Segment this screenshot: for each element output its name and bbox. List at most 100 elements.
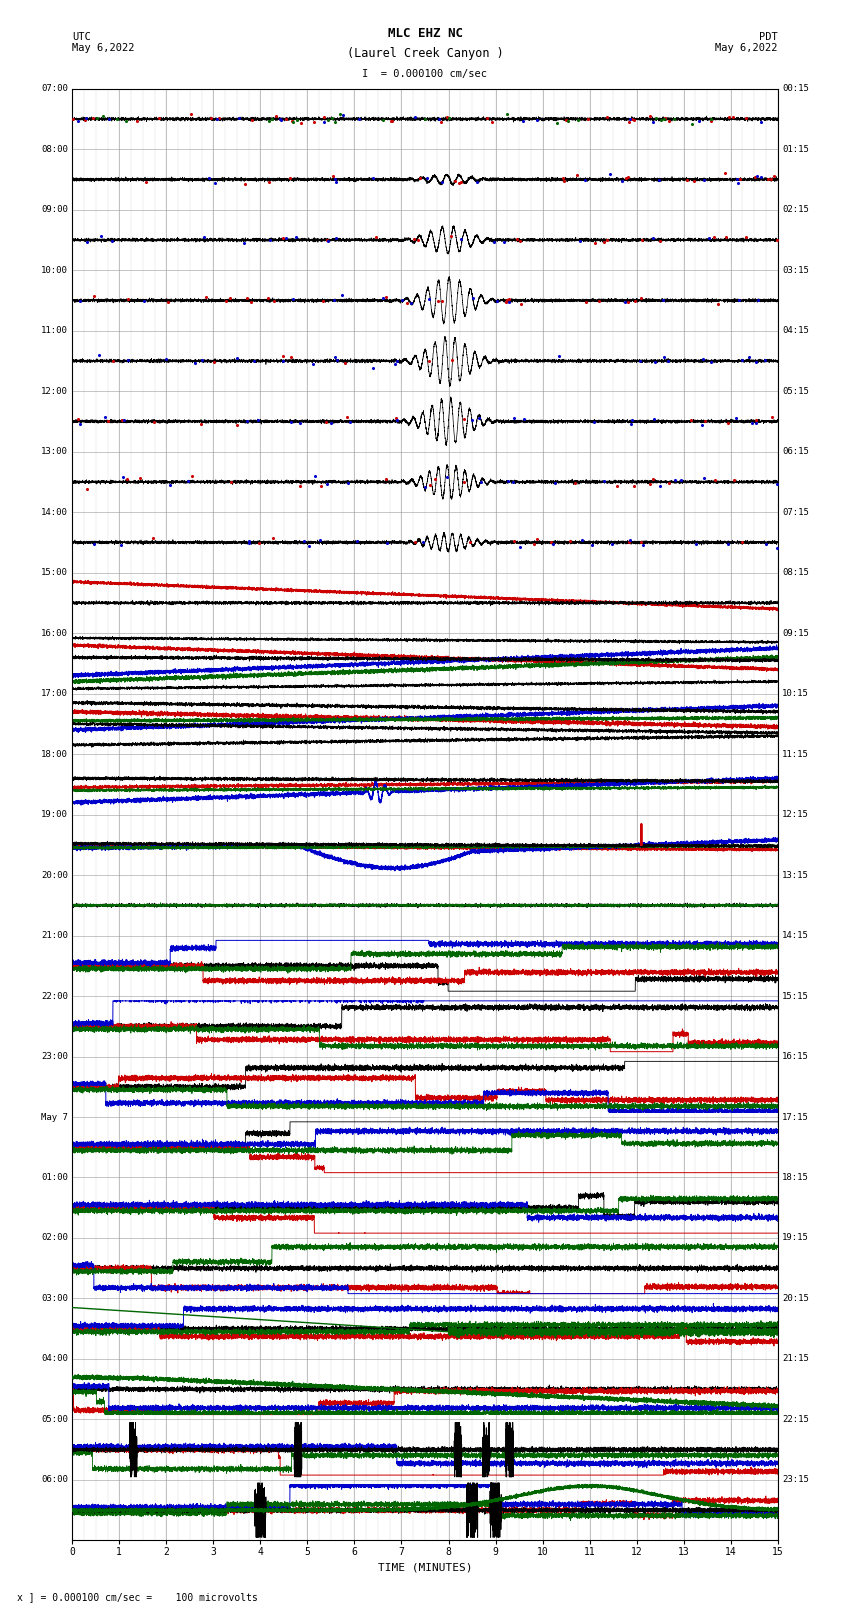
Point bbox=[527, 532, 541, 558]
Point bbox=[621, 165, 635, 190]
Point bbox=[328, 110, 342, 135]
Point bbox=[740, 224, 753, 250]
Point bbox=[385, 108, 399, 134]
Point bbox=[87, 284, 100, 310]
Point bbox=[600, 227, 614, 253]
Point bbox=[81, 229, 94, 255]
Point bbox=[66, 106, 80, 132]
Point bbox=[726, 103, 740, 129]
Point bbox=[251, 408, 264, 434]
Text: 12:15: 12:15 bbox=[782, 810, 809, 819]
Text: MLC EHZ NC: MLC EHZ NC bbox=[388, 27, 462, 40]
Point bbox=[319, 410, 332, 436]
Text: 02:15: 02:15 bbox=[782, 205, 809, 215]
Point bbox=[711, 292, 725, 318]
Point bbox=[661, 348, 675, 374]
Point bbox=[646, 226, 660, 252]
Point bbox=[289, 224, 303, 250]
Point bbox=[317, 108, 331, 134]
Point bbox=[302, 534, 315, 560]
Point bbox=[195, 347, 208, 373]
Text: 01:15: 01:15 bbox=[782, 145, 809, 153]
Point bbox=[223, 286, 236, 311]
Point bbox=[422, 348, 435, 374]
Text: 20:00: 20:00 bbox=[41, 871, 68, 879]
Point bbox=[621, 289, 635, 315]
Point bbox=[279, 106, 292, 132]
Point bbox=[697, 466, 711, 492]
Point bbox=[735, 529, 749, 555]
Text: 23:00: 23:00 bbox=[41, 1052, 68, 1061]
Text: 03:15: 03:15 bbox=[782, 266, 809, 274]
Point bbox=[627, 106, 641, 132]
Point bbox=[269, 103, 283, 129]
Point bbox=[622, 110, 636, 135]
Point bbox=[598, 229, 611, 255]
Point bbox=[454, 226, 468, 252]
Point bbox=[336, 282, 349, 308]
Point bbox=[444, 223, 457, 248]
Point bbox=[587, 410, 601, 436]
Point bbox=[88, 531, 101, 556]
Point bbox=[246, 348, 260, 374]
Point bbox=[501, 468, 514, 494]
Point bbox=[484, 110, 498, 135]
Point bbox=[120, 108, 133, 134]
Point bbox=[291, 108, 304, 134]
Point bbox=[162, 289, 175, 315]
Point bbox=[649, 105, 663, 131]
Point bbox=[376, 108, 389, 134]
Point bbox=[698, 408, 711, 434]
Point bbox=[81, 476, 94, 502]
Point bbox=[721, 410, 734, 436]
Point bbox=[704, 108, 717, 134]
Point bbox=[380, 466, 394, 492]
X-axis label: TIME (MINUTES): TIME (MINUTES) bbox=[377, 1563, 473, 1573]
Text: 07:00: 07:00 bbox=[41, 84, 68, 94]
Point bbox=[431, 287, 445, 313]
Point bbox=[625, 106, 638, 132]
Point bbox=[768, 163, 781, 189]
Point bbox=[388, 350, 402, 376]
Point bbox=[416, 529, 429, 555]
Point bbox=[87, 105, 100, 131]
Point bbox=[667, 106, 681, 132]
Point bbox=[750, 163, 763, 189]
Text: 18:00: 18:00 bbox=[41, 750, 68, 758]
Point bbox=[413, 166, 427, 192]
Point bbox=[388, 405, 402, 431]
Point bbox=[147, 410, 161, 436]
Point bbox=[94, 223, 108, 248]
Point bbox=[380, 284, 394, 310]
Point bbox=[662, 108, 676, 134]
Point bbox=[350, 529, 364, 555]
Text: 08:00: 08:00 bbox=[41, 145, 68, 153]
Point bbox=[79, 105, 93, 131]
Point bbox=[771, 534, 785, 560]
Point bbox=[615, 168, 629, 194]
Point bbox=[293, 410, 307, 436]
Point bbox=[455, 169, 468, 195]
Point bbox=[97, 103, 110, 129]
Point bbox=[408, 105, 422, 131]
Point bbox=[610, 473, 624, 498]
Point bbox=[597, 468, 610, 494]
Point bbox=[643, 103, 657, 129]
Point bbox=[719, 224, 733, 250]
Point bbox=[732, 287, 745, 313]
Point bbox=[230, 345, 244, 371]
Point bbox=[730, 166, 744, 192]
Point bbox=[408, 529, 422, 555]
Point bbox=[689, 531, 703, 556]
Point bbox=[697, 168, 711, 194]
Point bbox=[575, 527, 589, 553]
Point bbox=[586, 532, 599, 558]
Point bbox=[654, 227, 667, 253]
Point bbox=[314, 527, 327, 553]
Point bbox=[490, 289, 504, 315]
Point bbox=[530, 526, 544, 552]
Point bbox=[274, 106, 287, 132]
Point bbox=[286, 286, 300, 311]
Point bbox=[263, 227, 276, 253]
Point bbox=[624, 411, 638, 437]
